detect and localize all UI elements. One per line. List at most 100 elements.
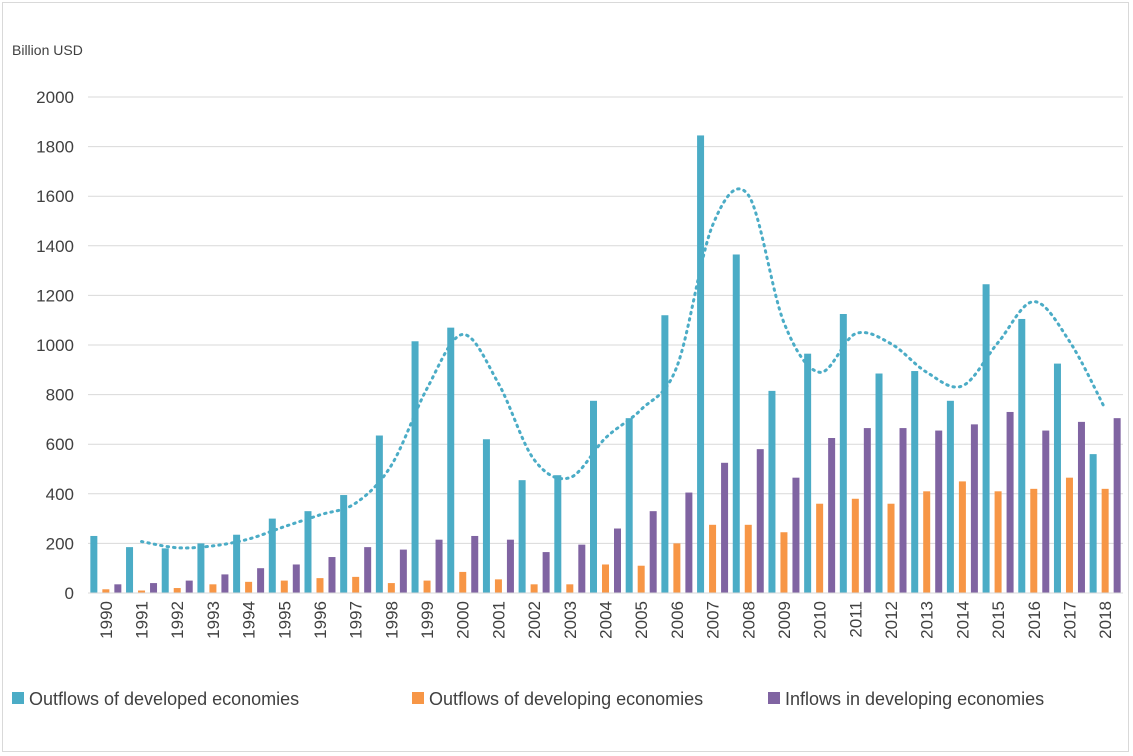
bar (946, 400, 954, 593)
bar (126, 547, 134, 593)
bar (280, 580, 288, 593)
y-tick-label: 1400 (36, 237, 74, 256)
bar (911, 371, 919, 593)
x-tick-label: 2000 (454, 601, 473, 639)
bar (816, 503, 824, 593)
x-tick-label: 1990 (97, 601, 116, 639)
y-tick-label: 1200 (36, 286, 74, 305)
y-tick-label: 600 (46, 435, 74, 454)
bar (637, 565, 645, 593)
bar (482, 439, 490, 593)
bar (1065, 477, 1073, 593)
bar (970, 424, 978, 593)
bar (792, 477, 800, 593)
bar (292, 564, 300, 593)
x-tick-label: 2008 (739, 601, 758, 639)
bar (399, 549, 407, 593)
bar (1077, 421, 1085, 593)
bar (423, 580, 431, 593)
bar (732, 254, 740, 594)
bar (90, 535, 98, 593)
bar (364, 547, 372, 593)
bar (328, 557, 336, 593)
x-tick-label: 2006 (668, 601, 687, 639)
bar (994, 491, 1002, 593)
legend-swatch (12, 692, 24, 704)
bar (625, 418, 633, 593)
x-tick-label: 2009 (775, 601, 794, 639)
legend-label: Inflows in developing economies (785, 689, 1044, 709)
bar (614, 528, 621, 593)
bar (697, 135, 705, 593)
bar (756, 449, 764, 593)
bar (863, 428, 871, 593)
bar (340, 495, 348, 593)
gridlines (88, 96, 1123, 544)
x-tick-label: 2016 (1025, 601, 1044, 639)
bar (780, 532, 788, 593)
x-tick-label: 1992 (168, 601, 187, 639)
bar (494, 579, 502, 593)
bar (721, 462, 729, 593)
bar (661, 315, 669, 593)
bar (257, 568, 265, 593)
bar (875, 373, 883, 593)
bar (851, 498, 859, 593)
bar (173, 588, 181, 593)
bar (221, 574, 229, 593)
legend-label: Outflows of developing economies (429, 689, 703, 709)
bar (602, 564, 609, 593)
bar (352, 576, 360, 593)
bar (744, 524, 752, 593)
legend: Outflows of developed economies Outflows … (12, 689, 1044, 709)
bar (150, 583, 158, 593)
x-tick-label: 1999 (418, 601, 437, 639)
x-tick-label: 2012 (882, 601, 901, 639)
x-tick-label: 1991 (133, 601, 152, 639)
legend-swatch (412, 692, 424, 704)
x-tick-label: 1998 (382, 601, 401, 639)
bar (768, 390, 776, 593)
bar (923, 491, 931, 593)
legend-swatch (768, 692, 780, 704)
x-tick-label: 1993 (204, 601, 223, 639)
bar (447, 327, 455, 593)
bar (935, 430, 943, 593)
x-tick-label: 2002 (525, 601, 544, 639)
bar (839, 314, 847, 593)
bar (506, 539, 514, 593)
bar (566, 584, 574, 593)
x-tick-label: 1997 (347, 601, 366, 639)
x-tick-label: 1996 (311, 601, 330, 639)
legend-label: Outflows of developed economies (29, 689, 299, 709)
bar (542, 552, 550, 593)
bar (1113, 418, 1121, 593)
y-tick-label: 200 (46, 534, 74, 553)
bar (804, 353, 812, 593)
bar (1089, 454, 1097, 593)
bars (90, 135, 1121, 594)
bar (233, 534, 241, 593)
y-tick-label: 0 (65, 584, 74, 603)
x-tick-label: 1995 (275, 601, 294, 639)
x-tick-label: 2013 (918, 601, 937, 639)
bar (899, 428, 907, 593)
bar (1053, 363, 1061, 593)
x-tick-label: 2018 (1096, 601, 1115, 639)
bar (268, 518, 276, 593)
y-tick-label: 400 (46, 485, 74, 504)
x-tick-label: 2015 (989, 601, 1008, 639)
bar (649, 511, 657, 593)
x-axis-ticks: 1990 1991 1992 1993 1994 1995 1996 1997 1998 1999… (97, 601, 1115, 639)
y-tick-label: 1800 (36, 138, 74, 157)
x-tick-label: 2010 (811, 601, 830, 639)
bar (245, 581, 253, 593)
bar (590, 400, 597, 593)
bar (1030, 488, 1038, 593)
bar (375, 435, 383, 593)
y-tick-label: 1600 (36, 187, 74, 206)
bar (114, 584, 122, 593)
bar (1018, 318, 1026, 593)
